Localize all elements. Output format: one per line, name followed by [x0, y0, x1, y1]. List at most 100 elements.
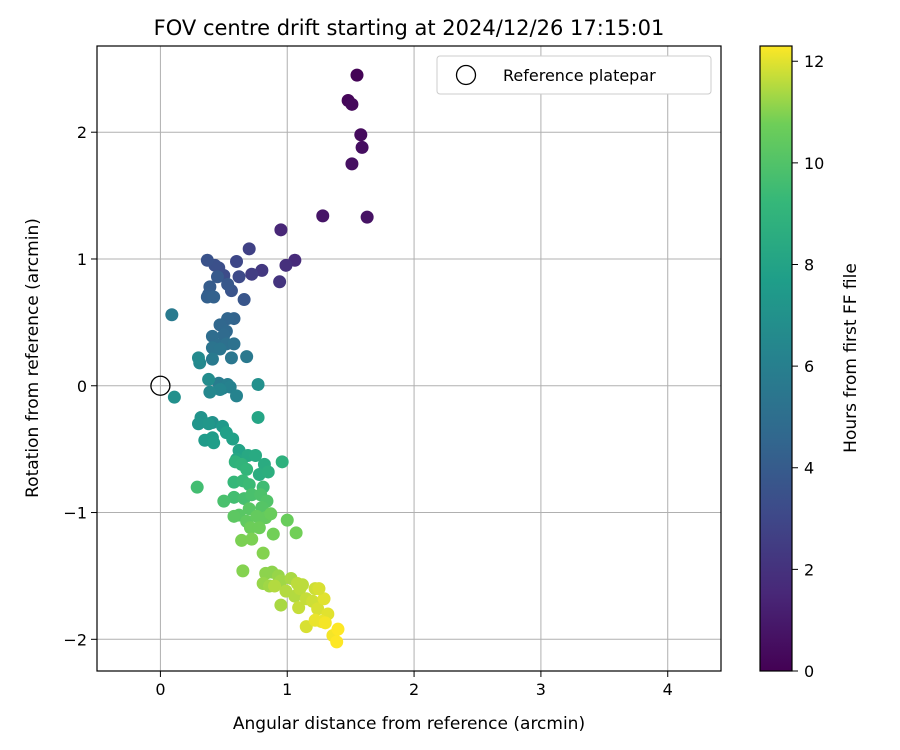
data-point: [167, 390, 181, 404]
data-point: [202, 372, 216, 386]
data-point: [200, 253, 214, 267]
y-tick-label: 2: [77, 123, 87, 142]
data-point: [331, 622, 345, 636]
x-tick-label: 1: [282, 680, 292, 699]
data-point: [245, 267, 259, 281]
colorbar-label: Hours from first FF file: [841, 263, 861, 453]
colorbar-tick-label: 4: [804, 459, 814, 478]
data-point: [190, 480, 204, 494]
data-point: [273, 275, 287, 289]
data-point: [210, 270, 224, 284]
data-point: [256, 546, 270, 560]
data-point: [360, 210, 374, 224]
x-axis-ticks: 0 1 2 3 4: [155, 671, 673, 699]
data-points: [165, 68, 374, 649]
data-point: [236, 564, 250, 578]
colorbar-tick-label: 0: [804, 662, 814, 681]
y-tick-label: −1: [63, 504, 87, 523]
data-point: [311, 602, 325, 616]
data-point: [242, 478, 256, 492]
data-point: [240, 462, 254, 476]
data-point: [251, 410, 265, 424]
y-axis-ticks: −2 −1 0 1 2: [63, 123, 97, 649]
data-point: [249, 448, 263, 462]
data-point: [202, 417, 216, 431]
legend-marker-open-circle: [455, 64, 477, 86]
x-tick-label: 2: [409, 680, 419, 699]
data-point: [227, 509, 241, 523]
data-point: [242, 242, 256, 256]
data-point: [350, 68, 364, 82]
data-point: [213, 342, 227, 356]
data-point: [355, 140, 369, 154]
data-point: [226, 432, 240, 446]
data-point: [317, 592, 331, 606]
data-point: [251, 377, 265, 391]
data-point: [345, 157, 359, 171]
data-point: [345, 97, 359, 111]
data-point: [312, 582, 326, 596]
data-point: [289, 526, 303, 540]
data-point: [275, 455, 289, 469]
y-tick-label: 1: [77, 250, 87, 269]
colorbar-ticks: 0 2 4 6 8 10 12: [792, 52, 824, 681]
reference-platepar-marker: [150, 375, 171, 396]
data-point: [318, 616, 332, 630]
data-point: [280, 513, 294, 527]
data-point: [279, 258, 293, 272]
data-point: [224, 351, 238, 365]
legend-entry-reference-platepar: Reference platepar: [503, 66, 656, 85]
legend-box: [436, 55, 712, 95]
data-point: [255, 263, 269, 277]
data-point: [274, 598, 288, 612]
data-point: [207, 436, 221, 450]
legend: Reference platepar: [436, 55, 712, 95]
data-point: [230, 389, 244, 403]
data-point: [191, 417, 205, 431]
data-point: [295, 578, 309, 592]
data-point: [261, 465, 275, 479]
data-point: [227, 490, 241, 504]
data-point: [292, 601, 306, 615]
y-tick-label: 0: [77, 377, 87, 396]
data-point: [203, 385, 217, 399]
data-point: [245, 532, 259, 546]
colorbar-tick-label: 8: [804, 255, 814, 274]
data-point: [230, 255, 244, 269]
data-point: [227, 337, 241, 351]
colorbar-gradient: [760, 46, 792, 671]
data-point: [213, 383, 227, 397]
colorbar-tick-label: 6: [804, 357, 814, 376]
data-point: [240, 350, 254, 364]
data-point: [165, 308, 179, 322]
data-point: [237, 293, 251, 307]
data-point: [264, 507, 278, 521]
colorbar-frame: [759, 45, 793, 672]
x-tick-label: 3: [536, 680, 546, 699]
data-point: [217, 494, 231, 508]
data-point: [252, 521, 266, 535]
colorbar: 0 2 4 6 8 10 12 Hours from first FF file: [759, 45, 861, 681]
plot-frame: [96, 45, 722, 672]
colorbar-tick-label: 12: [804, 52, 824, 71]
data-point: [268, 579, 282, 593]
data-point: [207, 290, 221, 304]
data-point: [235, 533, 249, 547]
data-point: [232, 270, 246, 284]
data-point: [266, 527, 280, 541]
data-point: [316, 209, 330, 223]
data-point: [191, 351, 205, 365]
colorbar-tick-label: 10: [804, 154, 824, 173]
x-axis-label: Angular distance from reference (arcmin): [233, 714, 585, 734]
y-axis-label: Rotation from reference (arcmin): [23, 218, 43, 498]
data-point: [205, 352, 219, 366]
colorbar-tick-label: 2: [804, 560, 814, 579]
chart-title: FOV centre drift starting at 2024/12/26 …: [154, 16, 665, 40]
data-point: [221, 277, 235, 291]
data-point: [354, 128, 368, 142]
data-point: [274, 223, 288, 237]
x-tick-label: 4: [663, 680, 673, 699]
data-point: [330, 635, 344, 649]
